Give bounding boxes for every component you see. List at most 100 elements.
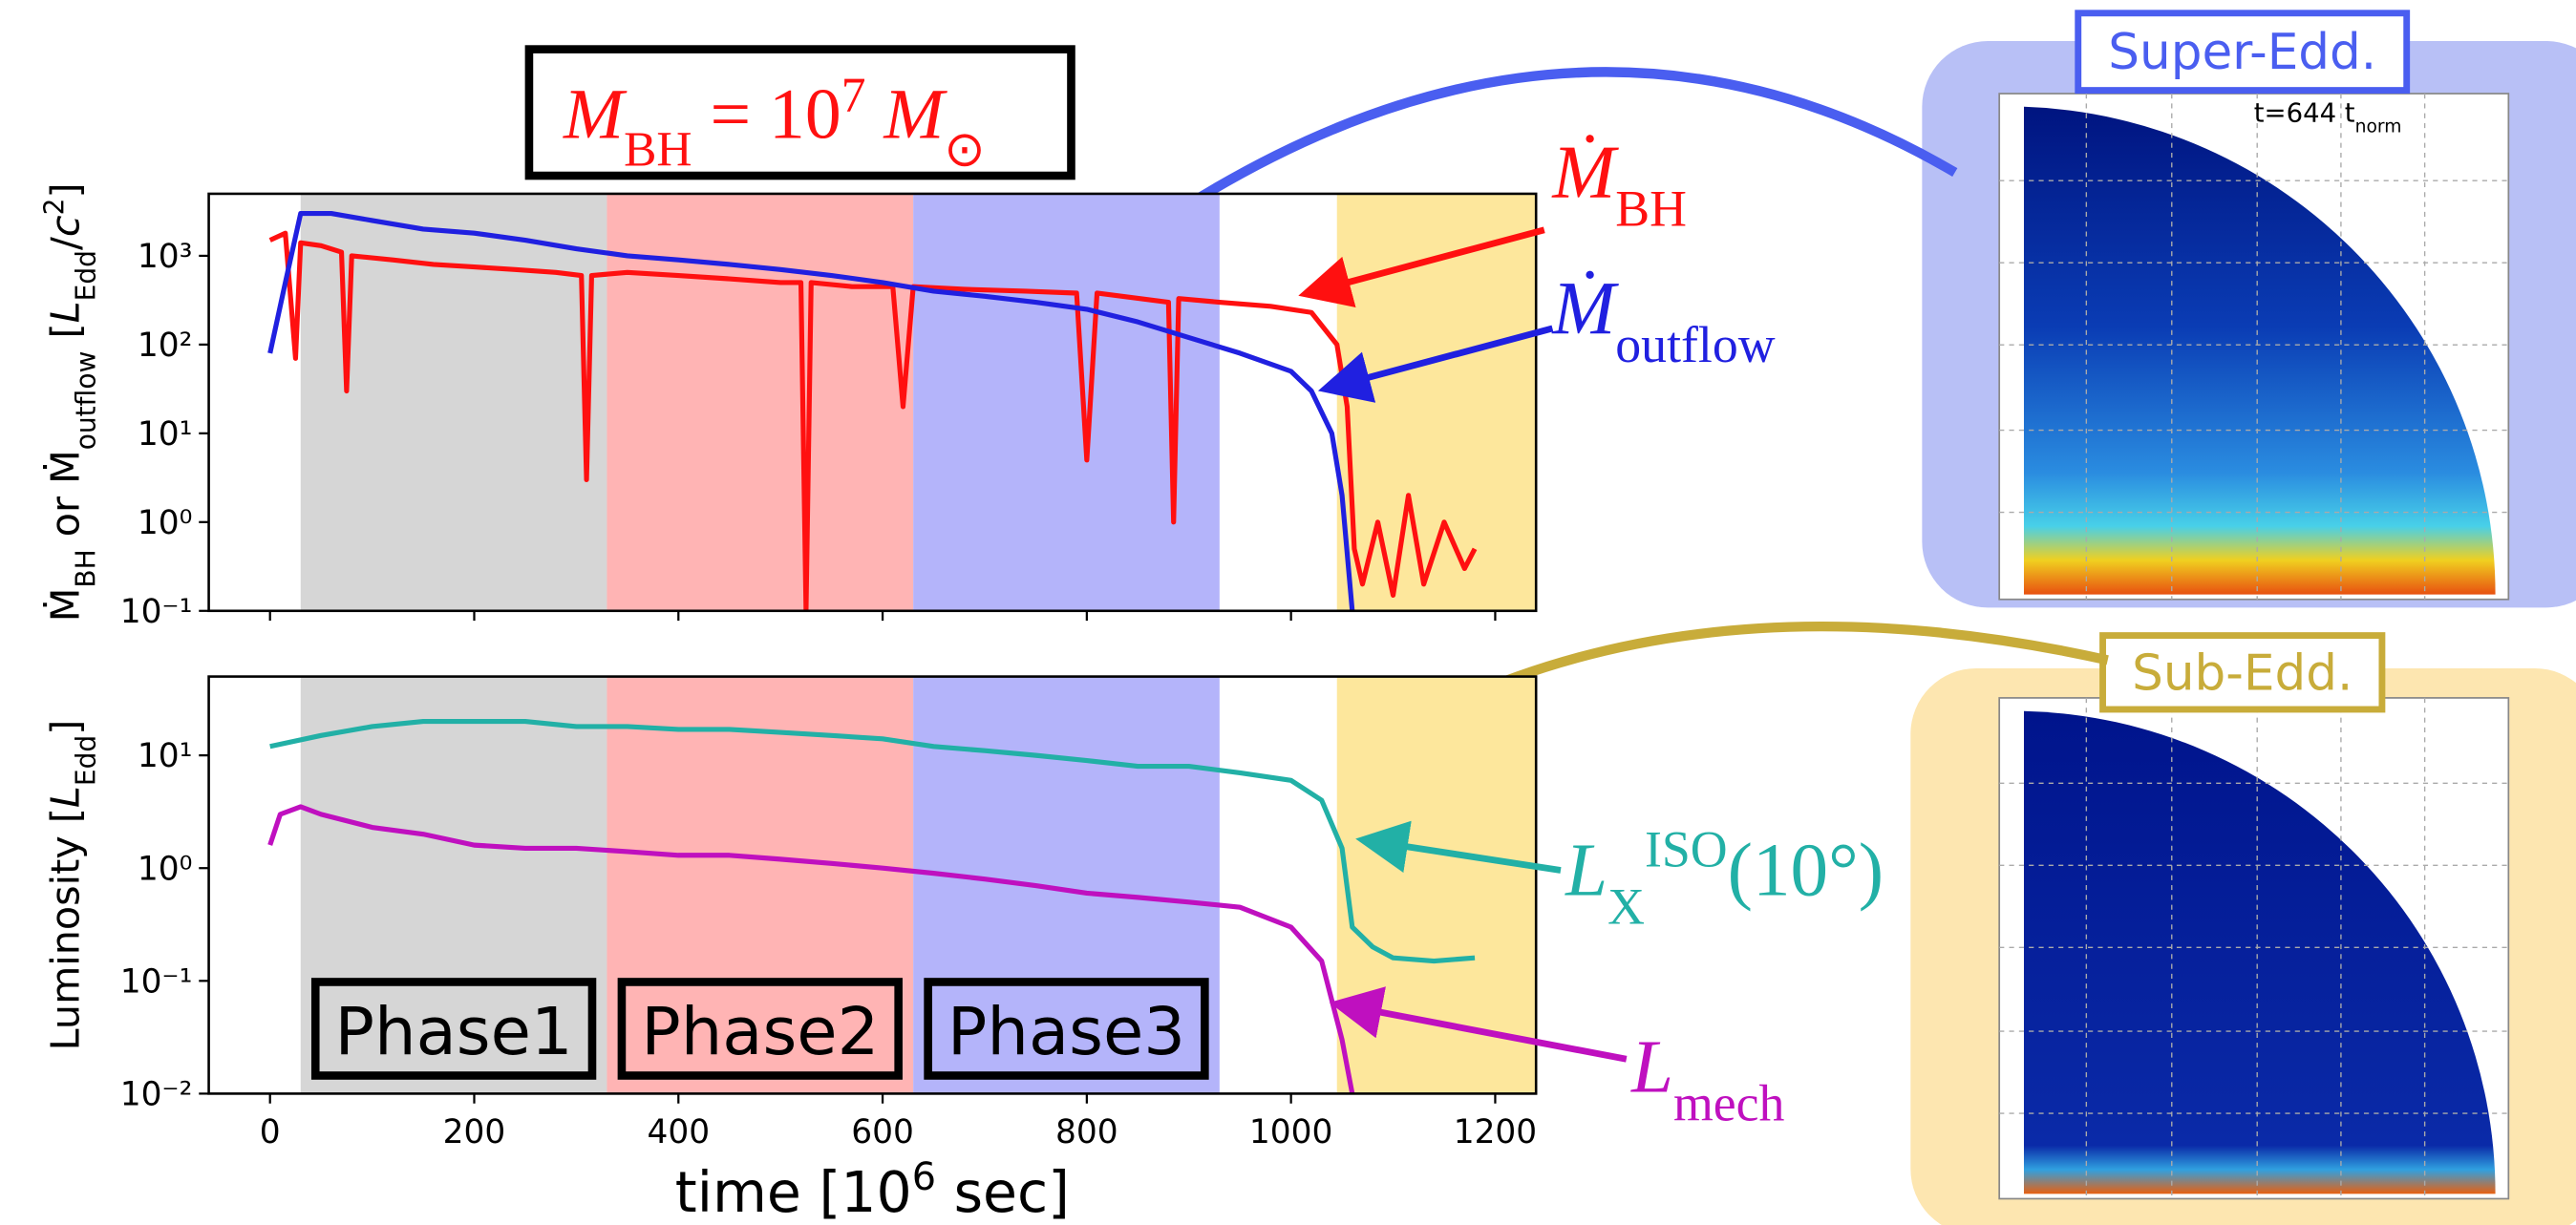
text-part: BH [70, 549, 101, 587]
text-part: M [563, 74, 628, 154]
y-tick-label: 10² [138, 327, 193, 365]
y-tick-label: 10¹ [138, 737, 193, 775]
sub-grid [1999, 697, 2509, 1199]
text-part: [ [43, 323, 89, 350]
mass-label: MBH = 107 M⊙ [563, 68, 985, 177]
text-part: outflow [70, 351, 101, 451]
x-tick-label: 0 [260, 1113, 281, 1151]
text-part: Luminosity [ [43, 808, 89, 1050]
arrow [1329, 986, 1628, 1063]
mass-box [524, 45, 1075, 180]
phase-span [913, 676, 1220, 1094]
text-part: BH [624, 122, 692, 177]
phase-span [300, 193, 607, 611]
phase-span [913, 193, 1220, 611]
phase-label: Phase1 [335, 994, 573, 1070]
arrow [1355, 820, 1562, 874]
text-part: L [43, 786, 89, 808]
arrow [1317, 325, 1554, 403]
text-part: time [10 [675, 1160, 912, 1225]
sub-label: Sub-Edd. [2132, 644, 2352, 702]
snapshot-time: t=644 tnorm [2254, 97, 2402, 136]
series-line [267, 210, 1355, 611]
phase-span [1336, 676, 1537, 1094]
text-part: 7 [841, 68, 866, 122]
series-line [267, 804, 1355, 1094]
phase-span [300, 676, 607, 1094]
text-part: outflow [1615, 316, 1775, 373]
text-part: / [43, 237, 89, 250]
y-tick-label: 10⁻¹ [120, 962, 193, 1001]
text-part: L [43, 301, 89, 323]
y-axis-label: Luminosity [LEdd] [43, 720, 102, 1051]
super-wedge [2023, 106, 2496, 595]
series-group [267, 210, 1478, 611]
series-label: Lmech [1630, 1026, 1785, 1132]
series-label: LXISO(10°) [1565, 820, 1884, 935]
phase-span [607, 193, 914, 611]
phase-box [310, 978, 597, 1080]
text-part: sec] [936, 1160, 1070, 1225]
phase-label: Phase3 [947, 994, 1185, 1070]
text-part: ISO [1645, 820, 1728, 877]
text-part: X [1607, 877, 1645, 935]
text-part: mech [1673, 1075, 1785, 1132]
arrow [1298, 226, 1545, 308]
text-part: Edd [70, 250, 101, 301]
text-part: Ṁ [1551, 267, 1619, 350]
text-part: 2 [38, 199, 70, 216]
text-part: ] [43, 182, 89, 198]
text-part: or [43, 484, 89, 549]
text-part: BH [1615, 180, 1687, 237]
y-tick-label: 10⁻¹ [120, 593, 193, 631]
x-tick-label: 400 [647, 1113, 710, 1151]
super-label-box [2075, 10, 2411, 95]
text-part: M [865, 74, 947, 154]
text-part: (10°) [1728, 829, 1884, 912]
series-label: Ṁoutflow [1551, 267, 1775, 373]
axes-frame [207, 675, 1538, 1095]
sub-connector [1443, 622, 2109, 711]
super-connector [1163, 67, 1958, 223]
text-part: Edd [70, 735, 101, 786]
x-tick-label: 1000 [1249, 1113, 1332, 1151]
y-tick-label: 10¹ [138, 415, 193, 454]
text-part: t=644 t [2254, 97, 2355, 128]
super-grid [1999, 94, 2509, 600]
text-part: Ṁ [43, 450, 89, 484]
text-part: ] [43, 720, 89, 735]
x-tick-label: 600 [851, 1113, 914, 1151]
y-tick-label: 10⁰ [138, 504, 193, 542]
x-tick-label: 800 [1055, 1113, 1118, 1151]
text-part: norm [2355, 116, 2402, 137]
series-label: ṀBH [1551, 131, 1687, 237]
y-tick-label: 10⁻² [120, 1075, 193, 1113]
series-line [269, 718, 1476, 964]
series-group [267, 718, 1476, 1094]
text-part: L [1565, 829, 1607, 912]
y-axis-label: ṀBH or Ṁoutflow [LEdd/c2] [38, 182, 101, 622]
x-tick-label: 200 [443, 1113, 506, 1151]
sub-wedge [2023, 710, 2496, 1194]
text-part: c [43, 215, 89, 237]
text-part: 6 [912, 1155, 936, 1199]
phase-box [617, 978, 903, 1080]
sub-label-box [2099, 632, 2386, 713]
phase-box [924, 978, 1209, 1080]
text-part: = 10 [692, 74, 841, 154]
axes-frame [207, 192, 1538, 613]
x-tick-label: 1200 [1454, 1113, 1537, 1151]
phase-label: Phase2 [641, 994, 879, 1070]
text-part: ⊙ [944, 122, 985, 177]
x-axis-label: time [106 sec] [675, 1155, 1070, 1225]
text-part: Ṁ [43, 588, 89, 623]
super-label: Super-Edd. [2108, 24, 2376, 81]
text-part: Ṁ [1551, 131, 1619, 214]
y-tick-label: 10⁰ [138, 850, 193, 888]
panel: Phase1 Phase2 Phase3 10⁻² 10⁻¹ 10⁰ 10¹ 0 200 400 6… [43, 675, 1538, 1225]
y-tick-label: 10³ [138, 238, 193, 276]
phase-span [607, 676, 914, 1094]
